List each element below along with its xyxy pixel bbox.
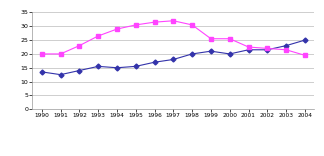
Herbicide bbox=[59, 53, 63, 55]
Seed bbox=[59, 74, 63, 76]
Herbicide bbox=[96, 35, 100, 37]
Line: Herbicide: Herbicide bbox=[40, 19, 307, 57]
Herbicide bbox=[209, 38, 213, 40]
Herbicide bbox=[153, 21, 156, 23]
Herbicide bbox=[265, 47, 269, 49]
Seed bbox=[265, 49, 269, 51]
Herbicide bbox=[115, 28, 119, 30]
Seed bbox=[228, 53, 232, 55]
Herbicide bbox=[228, 38, 232, 40]
Seed bbox=[96, 65, 100, 67]
Seed bbox=[153, 61, 156, 63]
Herbicide bbox=[171, 20, 175, 22]
Seed bbox=[40, 71, 44, 73]
Seed bbox=[190, 53, 194, 55]
Seed bbox=[209, 50, 213, 52]
Herbicide bbox=[40, 53, 44, 55]
Line: Seed: Seed bbox=[40, 38, 307, 76]
Seed bbox=[171, 58, 175, 60]
Seed bbox=[134, 65, 138, 67]
Seed bbox=[115, 67, 119, 69]
Herbicide bbox=[134, 24, 138, 26]
Herbicide bbox=[284, 49, 288, 51]
Seed bbox=[284, 45, 288, 47]
Seed bbox=[77, 70, 81, 71]
Herbicide bbox=[77, 45, 81, 47]
Seed bbox=[247, 49, 250, 51]
Herbicide bbox=[190, 24, 194, 26]
Herbicide bbox=[247, 46, 250, 48]
Seed bbox=[303, 39, 307, 41]
Herbicide bbox=[303, 54, 307, 56]
